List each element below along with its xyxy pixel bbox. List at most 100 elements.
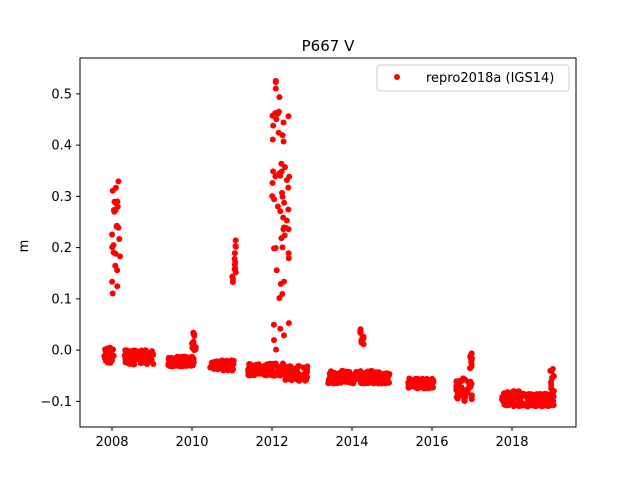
data-point	[272, 85, 279, 92]
data-point	[281, 232, 288, 239]
data-point	[525, 402, 532, 409]
data-point	[287, 363, 294, 370]
data-point	[232, 269, 239, 276]
data-point	[332, 379, 338, 386]
data-point	[285, 250, 292, 257]
data-point	[110, 242, 117, 249]
data-point	[269, 180, 276, 186]
y-axis-label: m	[17, 240, 32, 253]
data-point	[272, 173, 279, 180]
data-point	[104, 356, 111, 363]
data-point	[253, 361, 260, 368]
data-point	[302, 377, 309, 384]
data-point	[271, 337, 277, 344]
data-point	[550, 402, 557, 409]
data-point	[261, 367, 268, 374]
data-point	[502, 402, 509, 409]
data-point	[112, 262, 119, 269]
data-point	[150, 361, 157, 367]
data-point	[185, 355, 192, 362]
x-tick-label: 2016	[415, 435, 448, 450]
data-point	[282, 164, 288, 171]
y-tick-label: 0.0	[51, 344, 72, 359]
x-tick-label: 2010	[175, 435, 208, 450]
data-point	[380, 370, 387, 377]
data-point	[512, 400, 519, 407]
data-point	[245, 372, 252, 379]
data-point	[277, 172, 284, 179]
data-point	[231, 250, 238, 257]
data-point	[549, 394, 556, 400]
data-point	[116, 236, 123, 242]
data-point	[468, 396, 475, 403]
data-point	[280, 119, 287, 126]
data-point	[219, 357, 226, 364]
data-point	[509, 393, 516, 400]
legend-box	[376, 64, 570, 92]
data-point	[285, 184, 292, 191]
data-point	[548, 368, 555, 375]
data-point	[228, 363, 235, 370]
data-point	[279, 291, 286, 297]
data-point	[251, 371, 258, 378]
data-point	[300, 373, 307, 379]
data-point	[114, 283, 121, 290]
data-point	[333, 371, 340, 377]
data-point	[275, 108, 282, 115]
legend-marker	[394, 74, 400, 80]
data-point	[170, 359, 177, 366]
data-point	[421, 377, 428, 384]
data-point	[285, 206, 292, 213]
y-tick-label: 0.3	[51, 190, 72, 205]
data-point	[273, 267, 280, 274]
data-point	[136, 354, 143, 361]
data-points	[101, 77, 557, 410]
legend-label: repro2018a (IGS14)	[426, 71, 554, 86]
data-point	[269, 136, 276, 143]
data-point	[270, 122, 277, 129]
data-point	[287, 371, 294, 378]
data-point	[542, 395, 548, 402]
data-point	[281, 199, 288, 206]
data-point	[303, 367, 310, 374]
data-point	[296, 363, 303, 369]
data-point	[110, 249, 117, 256]
plot-frame	[79, 57, 577, 428]
data-point	[270, 360, 277, 367]
data-point	[138, 359, 145, 366]
x-tick-label: 2008	[95, 435, 128, 450]
data-point	[277, 325, 284, 332]
data-point	[113, 223, 120, 230]
data-point	[176, 355, 183, 362]
data-point	[544, 401, 551, 408]
data-point	[455, 387, 462, 394]
data-point	[285, 255, 292, 262]
data-point	[267, 365, 274, 372]
data-point	[282, 363, 289, 370]
data-point	[285, 113, 292, 120]
chart-title: P667 V	[302, 37, 355, 55]
data-point	[122, 359, 129, 366]
data-point	[466, 382, 473, 389]
data-point	[274, 203, 281, 210]
data-point	[337, 379, 344, 386]
data-point	[115, 178, 122, 185]
y-tick-label: 0.1	[51, 292, 72, 307]
x-tick-label: 2012	[255, 435, 288, 450]
data-point	[109, 290, 116, 297]
data-point	[281, 278, 287, 285]
data-point	[533, 391, 540, 398]
data-point	[416, 379, 423, 386]
data-point	[550, 388, 557, 394]
data-point	[372, 373, 379, 380]
data-point	[130, 361, 137, 368]
data-point	[534, 399, 541, 405]
y-axis: −0.1 0.0 0.1 0.2 0.3 0.4 0.5	[40, 87, 80, 410]
data-point	[189, 358, 196, 365]
data-point	[247, 361, 254, 368]
data-point	[114, 203, 121, 210]
data-point	[104, 345, 111, 352]
data-point	[411, 380, 417, 387]
data-point	[114, 267, 121, 274]
